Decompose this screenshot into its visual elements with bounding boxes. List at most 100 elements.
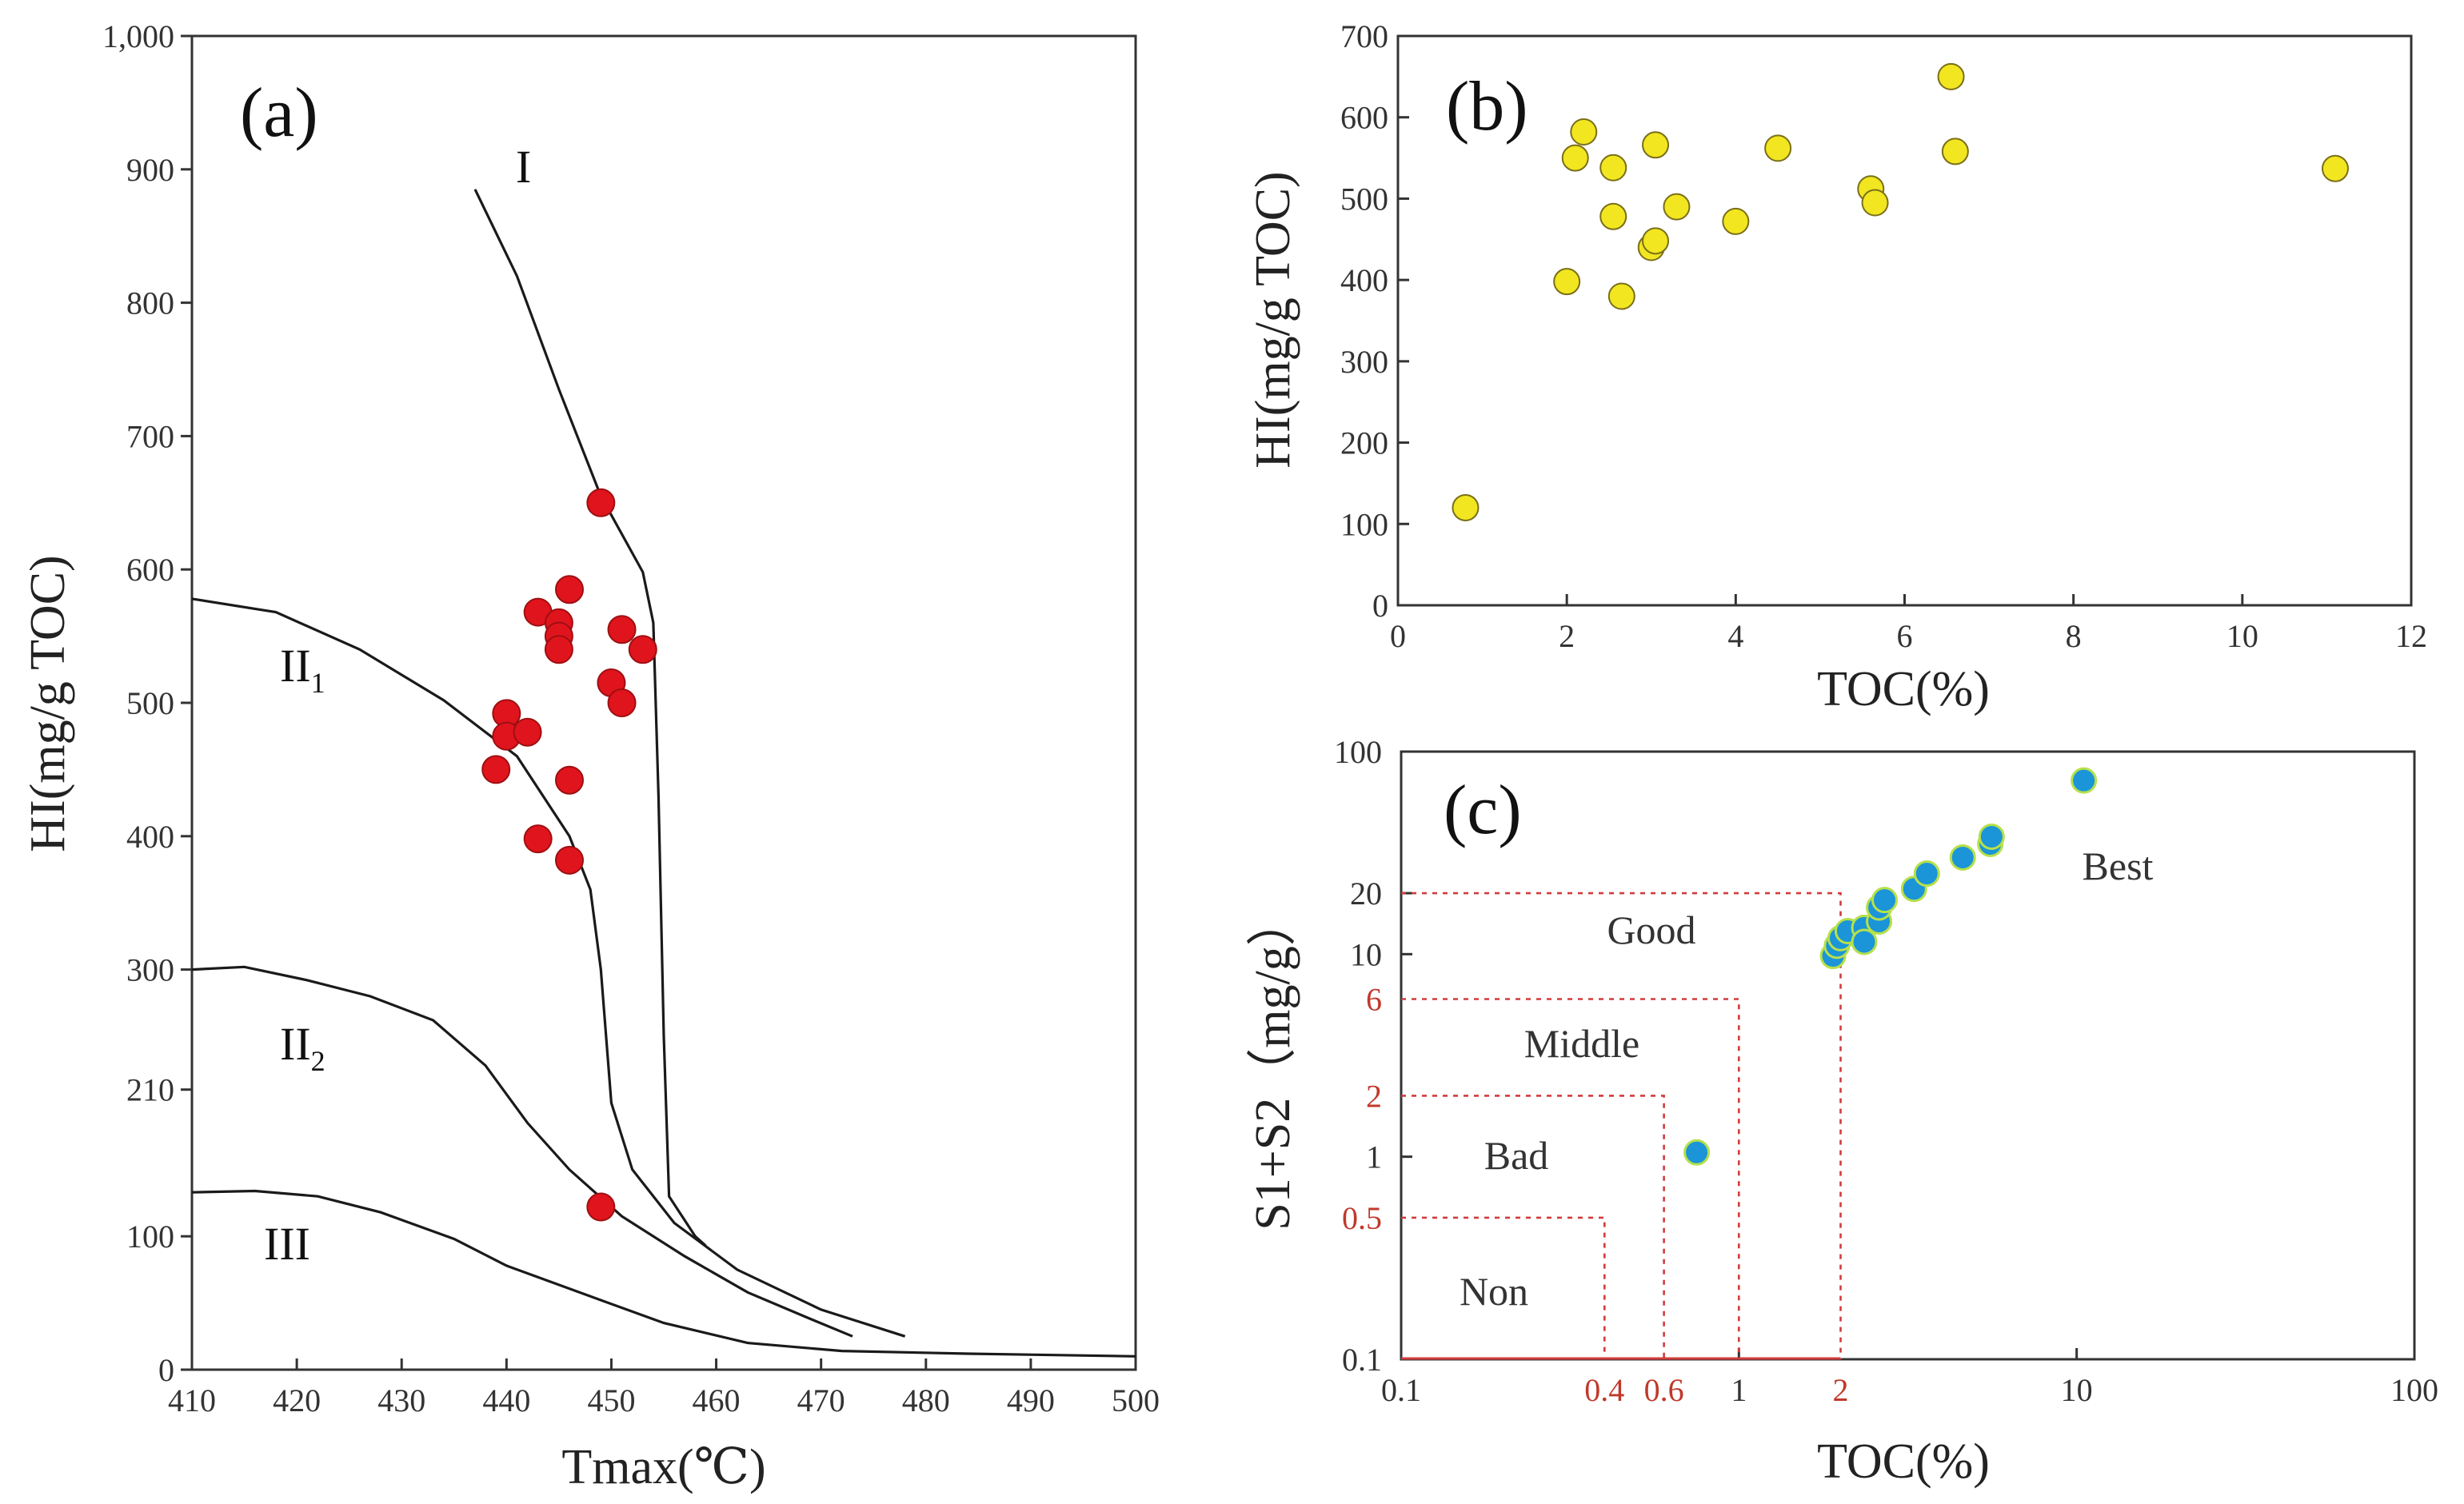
panel-b-point <box>1764 134 1792 162</box>
panel-a-curves <box>191 189 1136 1358</box>
panel-c-y-tick-label: 20 <box>1350 876 1382 912</box>
panel-a-point <box>586 488 616 517</box>
panel-c-x-tick-label: 1 <box>1731 1372 1747 1408</box>
panel-c-x-threshold-label: 2 <box>1832 1372 1848 1408</box>
kerogen-curve-III <box>191 1189 1136 1358</box>
panel-a-y-label: HI(mg/g TOC) <box>21 555 75 852</box>
grade-label-middle: Middle <box>1524 1021 1639 1066</box>
panel-b: 0 2 4 6 8 10 12 0 100 200 300 400 500 600 700 (b) TOC(… <box>1246 18 2427 716</box>
panel-c-x-tick-label: 0.1 <box>1381 1372 1421 1408</box>
panel-b-point <box>1570 118 1598 146</box>
panel-a-point <box>628 635 657 664</box>
panel-b-x-tick-label: 4 <box>1727 618 1743 654</box>
panel-a-x-tick-label: 500 <box>1112 1382 1160 1418</box>
grade-label-good: Good <box>1607 908 1695 952</box>
curve-label-II1: II1 <box>280 640 325 699</box>
panel-a-ticks: 410 420 430 440 450 460 470 480 490 500 0 100 210 300… <box>102 18 1160 1418</box>
panel-c-grade-boxes <box>1401 892 1842 1360</box>
panel-b-y-tick-label: 0 <box>1372 588 1388 624</box>
panel-b-y-tick-label: 600 <box>1340 100 1388 136</box>
panel-a-y-tick-label: 900 <box>126 152 174 188</box>
panel-a-x-tick-label: 450 <box>587 1382 635 1418</box>
panel-a-x-tick-label: 440 <box>482 1382 530 1418</box>
panel-b-y-label: HI(mg/g TOC) <box>1246 171 1300 468</box>
panel-a-x-tick-label: 490 <box>1007 1382 1055 1418</box>
panel-c: 0.1 1 10 100 0.4 0.6 2 0.1 1 10 20 100 0.5 2 6 (c) Non… <box>1246 734 2438 1489</box>
panel-c-label: (c) <box>1444 772 1522 849</box>
panel-a-point <box>544 635 573 664</box>
panel-b-point <box>1561 144 1589 172</box>
panel-a-x-tick-label: 480 <box>902 1382 950 1418</box>
kerogen-curve-II1 <box>191 597 906 1338</box>
panel-a-points <box>481 488 657 1222</box>
panel-a-x-tick-label: 470 <box>797 1382 845 1418</box>
panel-a-y-tick-label: 210 <box>126 1072 174 1108</box>
panel-b-ticks: 0 2 4 6 8 10 12 0 100 200 300 400 500 600 700 <box>1340 18 2427 654</box>
curve-label-I: I <box>516 141 531 193</box>
panel-a-y-tick-label: 400 <box>126 819 174 855</box>
panel-a-frame <box>190 34 1137 1371</box>
panel-b-point <box>1553 268 1581 296</box>
panel-b-x-tick-label: 10 <box>2226 618 2258 654</box>
panel-c-point <box>2071 767 2098 794</box>
panel-a-point <box>513 717 542 747</box>
panel-a-point <box>607 615 637 644</box>
panel-b-y-tick-label: 100 <box>1340 506 1388 542</box>
panel-a-x-label: Tmax(℃) <box>561 1440 765 1494</box>
grade-box-good <box>1401 892 1842 1359</box>
panel-a: 410 420 430 440 450 460 470 480 490 500 0 100 210 300… <box>21 18 1160 1494</box>
panel-c-point <box>1871 887 1899 914</box>
panel-a-point <box>481 755 511 784</box>
curve-label-III: III <box>264 1218 310 1270</box>
panel-b-points <box>1452 62 2349 521</box>
panel-b-point <box>1642 227 1670 255</box>
panel-c-x-label: TOC(%) <box>1817 1434 1990 1489</box>
panel-b-x-label: TOC(%) <box>1817 662 1990 716</box>
panel-b-point <box>1937 62 1965 90</box>
panel-c-ticks: 0.1 1 10 100 0.4 0.6 2 0.1 1 10 20 100 0.5 2 6 <box>1334 734 2438 1408</box>
panel-a-label: (a) <box>240 74 318 152</box>
panel-b-point <box>1941 138 1969 166</box>
panel-c-x-threshold-label: 0.4 <box>1584 1372 1624 1408</box>
panel-b-y-tick-label: 700 <box>1340 18 1388 54</box>
panel-b-x-tick-label: 8 <box>2066 618 2082 654</box>
panel-a-point <box>555 765 584 795</box>
grade-box-bad <box>1401 1095 1665 1359</box>
panel-b-point <box>1452 493 1480 521</box>
panel-b-point <box>1599 202 1627 230</box>
panel-a-y-tick-label: 800 <box>126 285 174 321</box>
panel-b-point <box>1861 189 1889 217</box>
panel-a-point <box>555 845 584 875</box>
panel-b-x-tick-label: 6 <box>1897 618 1913 654</box>
panel-c-point <box>1978 823 2005 850</box>
panel-a-y-tick-label: 600 <box>126 552 174 588</box>
panel-a-y-tick-label: 100 <box>126 1219 174 1255</box>
panel-c-y-threshold-label: 2 <box>1366 1078 1382 1114</box>
grade-label-best: Best <box>2083 844 2154 888</box>
panel-b-point <box>1663 193 1691 221</box>
panel-b-y-tick-label: 400 <box>1340 262 1388 298</box>
panel-c-y-label: S1+S2（mg/g） <box>1246 896 1300 1230</box>
grade-label-bad: Bad <box>1484 1133 1549 1178</box>
kerogen-curve-I <box>473 189 707 1247</box>
panel-b-point <box>2321 154 2349 182</box>
panel-c-y-threshold-label: 6 <box>1366 982 1382 1018</box>
kerogen-curve-II2 <box>191 965 853 1338</box>
curve-label-II2: II2 <box>280 1018 325 1077</box>
panel-b-label: (b) <box>1446 68 1528 146</box>
panel-a-point <box>607 688 637 717</box>
panel-c-x-tick-label: 100 <box>2390 1372 2438 1408</box>
panel-b-point <box>1642 131 1670 159</box>
panel-c-points <box>1683 767 2098 1166</box>
panel-c-y-tick-label: 10 <box>1350 936 1382 972</box>
panel-b-y-tick-label: 300 <box>1340 344 1388 380</box>
panel-b-point <box>1722 207 1750 235</box>
panel-c-y-threshold-label: 0.5 <box>1342 1200 1382 1236</box>
panel-a-point <box>586 1192 616 1222</box>
panel-b-y-tick-label: 200 <box>1340 425 1388 461</box>
panel-a-x-tick-label: 460 <box>693 1382 741 1418</box>
panel-a-y-tick-label: 700 <box>126 418 174 454</box>
panel-c-y-tick-label: 100 <box>1334 734 1382 770</box>
panel-c-y-tick-label: 1 <box>1366 1139 1382 1175</box>
